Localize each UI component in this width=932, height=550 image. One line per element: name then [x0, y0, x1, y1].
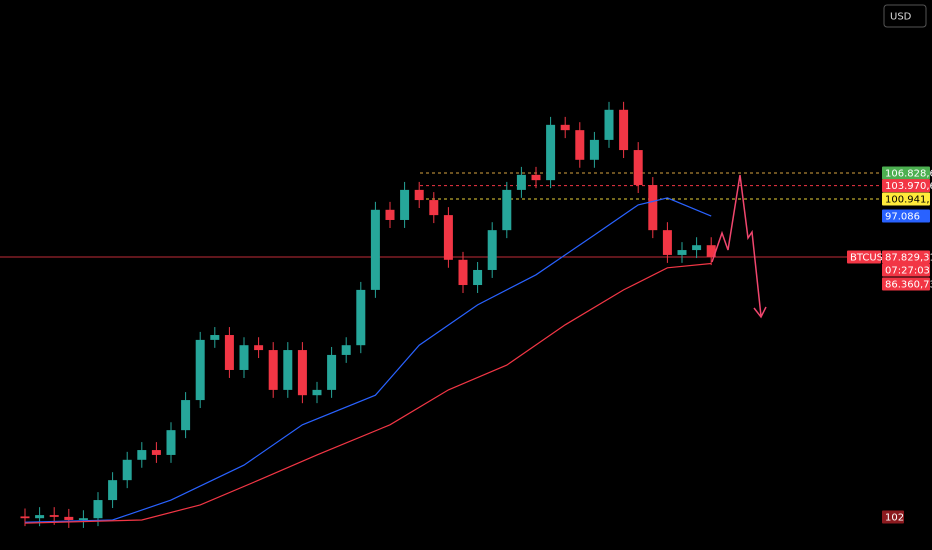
candle-body [195, 339, 205, 401]
candle-body [429, 200, 439, 216]
volume-label-text: 102 [885, 513, 904, 524]
price-line-label: 103.970,62 [882, 179, 932, 193]
candle-body [619, 109, 629, 151]
candle-body [546, 124, 556, 181]
candle-body [531, 174, 541, 181]
candle-body [443, 215, 453, 260]
volume-label: 102 [882, 510, 904, 524]
price-line-label: 106.828,64 [882, 166, 932, 180]
currency-label[interactable]: USD [890, 12, 912, 23]
candle-body [327, 354, 337, 390]
candle-body [283, 350, 293, 390]
candle-body [400, 189, 410, 220]
candle-body [268, 350, 278, 390]
projection-arrow [753, 306, 767, 319]
candle-body [312, 389, 322, 396]
candle-body [487, 230, 497, 270]
candle-body [78, 518, 88, 520]
candle-body [239, 345, 249, 370]
candle-body [633, 150, 643, 186]
candle-body [648, 185, 658, 231]
volume-label-box [882, 510, 904, 524]
candle-body [706, 245, 716, 258]
price-line-label: 100.941,96 [882, 192, 932, 206]
projection-path [711, 174, 762, 317]
candle-body [341, 345, 351, 355]
countdown-label-box [882, 263, 930, 277]
candle-body [560, 124, 570, 131]
candle-body [49, 515, 59, 517]
candle-body [692, 245, 702, 251]
price-line-label-text: 106.828,64 [885, 168, 932, 179]
moving-average [24, 262, 712, 524]
candle-body [35, 515, 45, 519]
symbol-label-text: BTCUSD [850, 253, 891, 264]
button-frame[interactable] [883, 4, 927, 28]
candle-body [604, 109, 614, 140]
candle-body [370, 209, 380, 290]
candle-body [356, 289, 366, 346]
last-price-label: 87.829,31 [882, 250, 932, 264]
candle-body [516, 174, 526, 190]
candle-body [575, 130, 585, 160]
ma-label-text: 86.360,73 [885, 280, 932, 291]
candle-body [166, 430, 176, 455]
candle-body [224, 335, 234, 370]
candle-body [137, 450, 147, 460]
candle-body [662, 230, 672, 255]
last-price-label-text: 87.829,31 [885, 253, 932, 264]
price-line-label-text: 100.941,96 [885, 194, 932, 205]
symbol-label-box [847, 250, 881, 264]
candle-body [20, 516, 30, 519]
candle-body [254, 345, 264, 351]
ma-label-box [882, 209, 930, 223]
candle-body [677, 250, 687, 255]
ma-label-box [882, 277, 930, 291]
candle-body [93, 500, 103, 519]
moving-average [24, 197, 712, 523]
candle-body [458, 259, 468, 286]
ma-label: 86.360,73 [882, 277, 932, 291]
price-line-label-box [882, 179, 930, 193]
symbol-label: BTCUSD [847, 250, 891, 264]
candle-body [210, 335, 220, 340]
ma-label-text: 97.086 [885, 212, 920, 223]
price-line-label-box [882, 166, 930, 180]
candle-body [108, 480, 118, 501]
candle-body [151, 450, 161, 455]
candle-body [181, 400, 191, 431]
last-price-label-box [882, 250, 930, 264]
candle-body [122, 459, 132, 481]
candle-body [414, 189, 424, 201]
price-line-label-box [882, 192, 930, 206]
countdown-label: 07:27:03 [882, 263, 930, 277]
candle-body [473, 269, 483, 286]
ma-label: 97.086 [882, 209, 930, 223]
candle-body [385, 209, 395, 220]
countdown-label-text: 07:27:03 [885, 266, 930, 277]
candle-body [502, 189, 512, 231]
candle-body [589, 139, 599, 160]
candle-body [64, 516, 74, 520]
price-line-label-text: 103.970,62 [885, 181, 932, 192]
currency-button[interactable]: USD [883, 4, 927, 28]
candle-body [297, 350, 307, 396]
